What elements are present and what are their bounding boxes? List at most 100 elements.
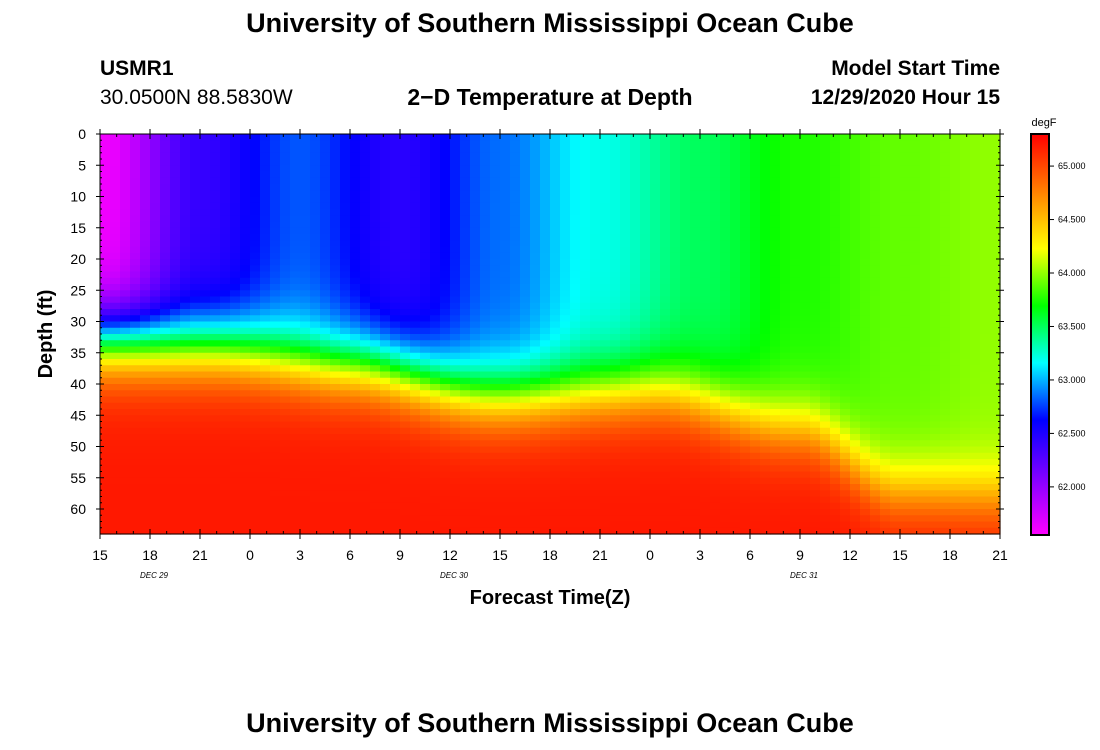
heatmap-cell <box>760 209 771 216</box>
heatmap-cell <box>270 152 281 160</box>
heatmap-cell <box>340 227 351 235</box>
heatmap-cell <box>640 215 651 223</box>
heatmap-cell <box>240 427 251 435</box>
heatmap-cell <box>460 315 471 323</box>
heatmap-cell <box>130 477 141 485</box>
heatmap-cell <box>820 321 831 329</box>
heatmap-cell <box>850 452 861 460</box>
heatmap-cell <box>820 196 831 204</box>
heatmap-cell <box>650 265 661 273</box>
heatmap-cell <box>800 252 811 260</box>
heatmap-cell <box>130 496 141 504</box>
heatmap-cell <box>440 509 451 516</box>
heatmap-cell <box>730 240 741 248</box>
heatmap-cell <box>240 477 251 485</box>
heatmap-cell <box>180 146 191 154</box>
heatmap-cell <box>140 515 151 523</box>
heatmap-cell <box>250 377 261 385</box>
heatmap-cell <box>480 259 491 266</box>
heatmap-cell <box>820 302 831 310</box>
heatmap-cell <box>850 377 861 385</box>
heatmap-cell <box>640 527 651 535</box>
heatmap-cell <box>850 484 861 491</box>
heatmap-cell <box>170 409 181 416</box>
heatmap-cell <box>610 365 621 373</box>
heatmap-cell <box>240 377 251 385</box>
heatmap-cell <box>720 515 731 523</box>
heatmap-cell <box>290 234 301 241</box>
heatmap-cell <box>220 209 231 216</box>
heatmap-cell <box>430 521 441 529</box>
heatmap-cell <box>550 371 561 379</box>
heatmap-cell <box>320 527 331 535</box>
heatmap-cell <box>260 140 271 148</box>
heatmap-cell <box>310 265 321 273</box>
heatmap-cell <box>850 415 861 423</box>
heatmap-cell <box>330 165 341 173</box>
heatmap-cell <box>370 290 381 298</box>
heatmap-cell <box>510 427 521 435</box>
heatmap-cell <box>850 165 861 173</box>
heatmap-cell <box>660 252 671 260</box>
heatmap-cell <box>740 177 751 185</box>
heatmap-cell <box>360 477 371 485</box>
heatmap-cell <box>280 190 291 198</box>
heatmap-cell <box>580 190 591 198</box>
heatmap-cell <box>130 309 141 316</box>
heatmap-cell <box>780 315 791 323</box>
heatmap-cell <box>270 440 281 448</box>
heatmap-cell <box>590 165 601 173</box>
heatmap-cell <box>870 140 881 148</box>
heatmap-cell <box>320 209 331 216</box>
heatmap-cell <box>560 409 571 416</box>
heatmap-cell <box>150 496 161 504</box>
heatmap-cell <box>230 509 241 516</box>
heatmap-cell <box>380 396 391 404</box>
heatmap-cell <box>160 346 171 354</box>
heatmap-cell <box>740 484 751 491</box>
heatmap-cell <box>860 484 871 491</box>
heatmap-cell <box>660 152 671 160</box>
heatmap-cell <box>710 496 721 504</box>
heatmap-cell <box>630 315 641 323</box>
heatmap-cell <box>630 434 641 441</box>
heatmap-cell <box>420 365 431 373</box>
heatmap-cell <box>190 434 201 441</box>
heatmap-cell <box>230 215 241 223</box>
heatmap-cell <box>310 484 321 491</box>
heatmap-cell <box>510 484 521 491</box>
heatmap-cell <box>280 384 291 391</box>
heatmap-cell <box>370 427 381 435</box>
heatmap-cell <box>760 259 771 266</box>
heatmap-cell <box>100 390 111 398</box>
heatmap-cell <box>140 159 151 166</box>
heatmap-cell <box>570 284 581 291</box>
heatmap-cell <box>180 134 191 141</box>
heatmap-cell <box>420 446 431 454</box>
heatmap-cell <box>800 384 811 391</box>
heatmap-cell <box>190 409 201 416</box>
heatmap-cell <box>690 340 701 348</box>
heatmap-cell <box>100 134 111 141</box>
heatmap-cell <box>320 177 331 185</box>
heatmap-cell <box>210 352 221 360</box>
heatmap-cell <box>150 246 161 254</box>
heatmap-cell <box>380 446 391 454</box>
heatmap-cell <box>240 146 251 154</box>
heatmap-cell <box>320 502 331 510</box>
heatmap-cell <box>310 134 321 141</box>
heatmap-cell <box>230 265 241 273</box>
heatmap-cell <box>280 484 291 491</box>
heatmap-cell <box>480 352 491 360</box>
heatmap-cell <box>610 321 621 329</box>
heatmap-cell <box>620 240 631 248</box>
heatmap-cell <box>650 327 661 335</box>
heatmap-cell <box>610 296 621 304</box>
heatmap-cell <box>550 209 561 216</box>
heatmap-cell <box>510 452 521 460</box>
heatmap-cell <box>490 384 501 391</box>
heatmap-cell <box>320 215 331 223</box>
heatmap-cell <box>350 346 361 354</box>
heatmap-cell <box>730 159 741 166</box>
heatmap-cell <box>320 327 331 335</box>
